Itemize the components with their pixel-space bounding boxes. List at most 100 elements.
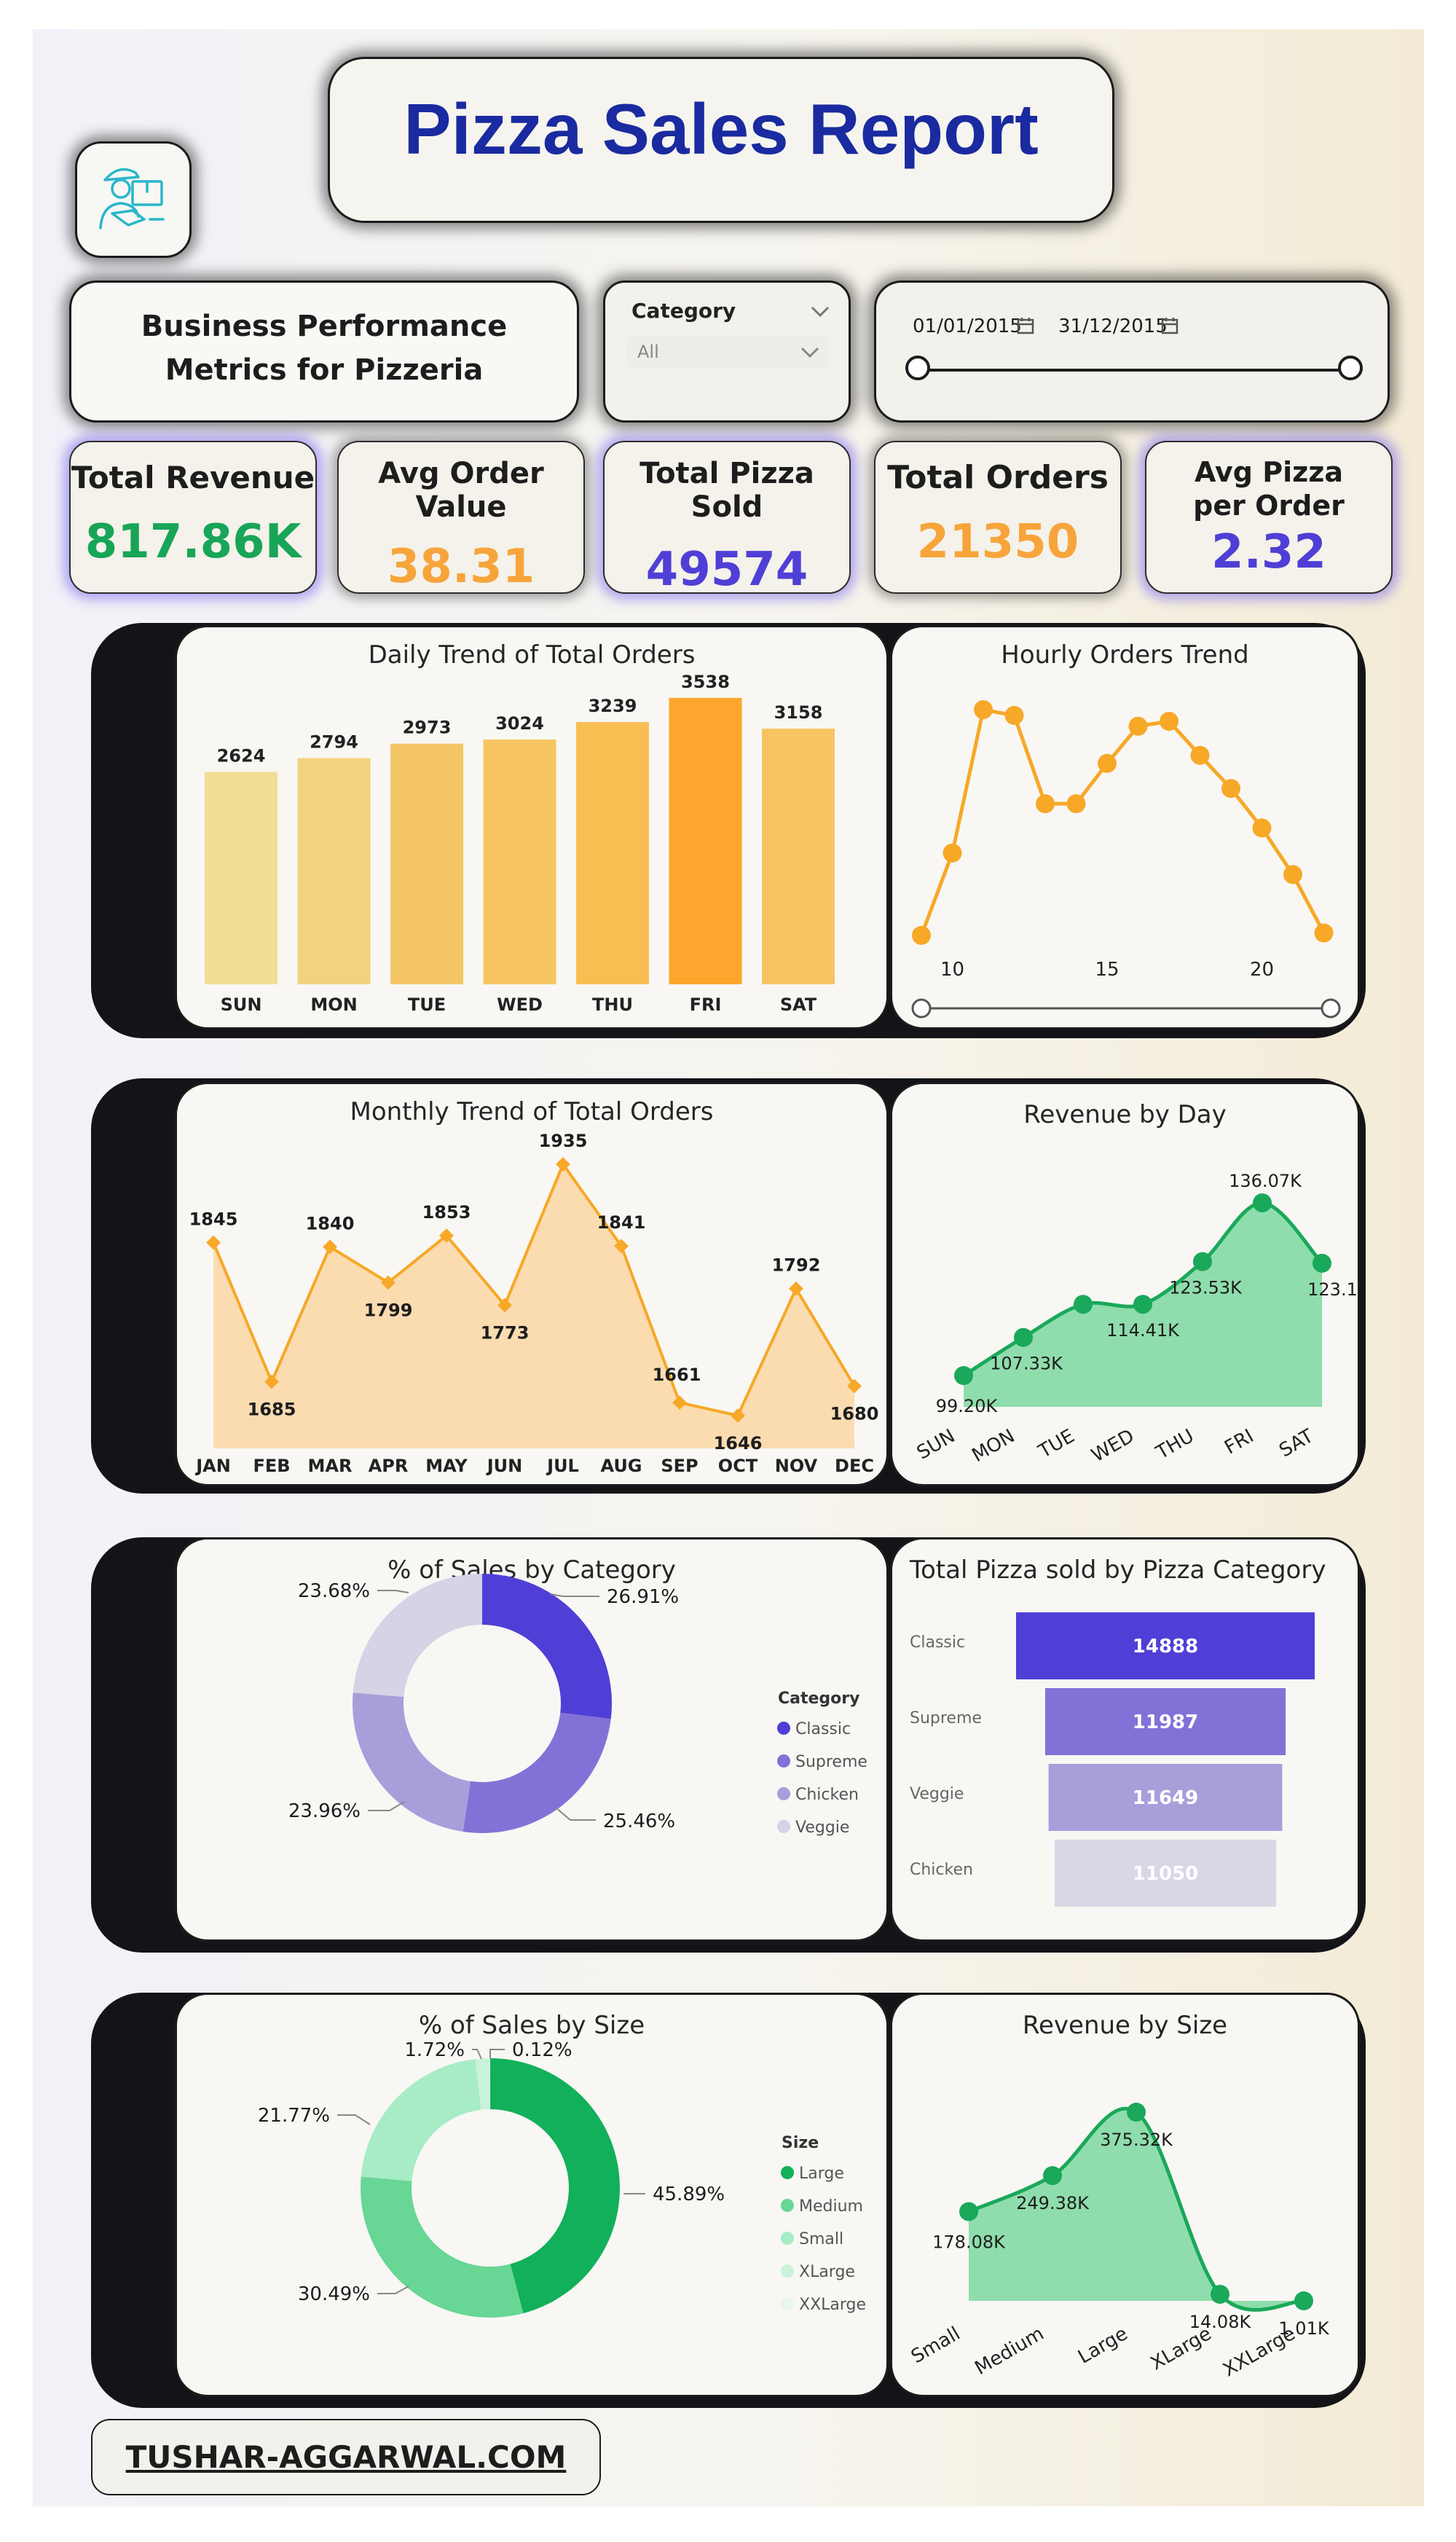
kpi-avg-order-value: Avg Order Value 38.31 <box>337 441 585 594</box>
sales-by-size-panel: % of Sales by Size 45.89% 30.49% 21.77% 1.7… <box>175 1993 889 2397</box>
chart-title: Revenue by Size <box>1022 2011 1228 2040</box>
date-range-slicer[interactable]: 01/01/2015 31/12/2015 <box>874 281 1390 423</box>
slice-classic <box>482 1574 613 1719</box>
x-tick-label: 20 <box>1250 959 1274 981</box>
chart-title: % of Sales by Category <box>387 1556 676 1585</box>
data-point <box>1294 2291 1313 2310</box>
data-point <box>912 925 931 945</box>
x-tick-label: MON <box>310 995 357 1015</box>
chart-title: Daily Trend of Total Orders <box>368 640 696 670</box>
x-tick-label: APR <box>369 1456 409 1476</box>
subtitle-card: Business Performance Metrics for Pizzeri… <box>69 281 579 423</box>
delivery-person-icon <box>99 168 165 230</box>
date-end-text[interactable]: 31/12/2015 <box>1058 315 1168 337</box>
data-point <box>974 700 993 719</box>
chart-title: Revenue by Day <box>1023 1100 1227 1129</box>
x-tick-label: TUE <box>408 995 446 1015</box>
legend-swatch <box>777 1722 790 1735</box>
kpi-total-orders: Total Orders 21350 <box>874 441 1122 594</box>
x-tick-label: SUN <box>221 995 262 1015</box>
x-tick-label: WED <box>497 995 543 1015</box>
x-tick-label: SEP <box>661 1456 698 1476</box>
legend-swatch <box>777 1754 790 1768</box>
legend-label: XLarge <box>799 2263 855 2281</box>
data-label: 1845 <box>189 1209 238 1229</box>
data-point <box>943 843 962 863</box>
kpi-label: Avg Pizza per Order <box>1193 456 1345 522</box>
data-label: 1685 <box>248 1399 296 1419</box>
data-point <box>1014 1327 1033 1347</box>
data-point <box>497 1298 512 1313</box>
date-start-text[interactable]: 01/01/2015 <box>913 315 1022 337</box>
slice-veggie <box>353 1574 482 1698</box>
data-label: 178.08K <box>932 2232 1006 2252</box>
date-slider-end-handle[interactable] <box>1338 356 1363 380</box>
revenue-by-day-panel: Revenue by Day 99.20K SUN 107.33K MON TUE 114… <box>890 1082 1360 1486</box>
category-filter[interactable]: Category All <box>603 281 851 423</box>
legend-swatch <box>781 2199 794 2212</box>
page-title: Pizza Sales Report <box>404 89 1039 169</box>
date-slider-start-handle[interactable] <box>905 356 930 380</box>
x-tick-label: JUL <box>546 1456 579 1476</box>
daily-orders-panel: Daily Trend of Total Orders 2624 SUN 2794 M… <box>175 625 889 1029</box>
hourly-orders-panel: Hourly Orders Trend 10 15 20 <box>890 625 1360 1029</box>
data-label: 1.01K <box>1278 2318 1329 2339</box>
kpi-total-pizza-sold: Total Pizza Sold 49574 <box>603 441 851 597</box>
kpi-value: 2.32 <box>1211 525 1326 579</box>
monthly-area-fill <box>213 1164 854 1448</box>
legend-swatch <box>777 1787 790 1800</box>
x-tick-label: TUE <box>1034 1425 1078 1463</box>
slice-xxlarge <box>489 2058 490 2110</box>
data-label: 23.68% <box>298 1580 370 1602</box>
kpi-value: 21350 <box>916 515 1079 569</box>
legend-label: Small <box>799 2230 843 2248</box>
data-label: 1680 <box>830 1403 879 1424</box>
data-point <box>1314 923 1334 943</box>
category-label: Chicken <box>910 1861 973 1879</box>
chart-title: % of Sales by Size <box>418 2011 645 2040</box>
calendar-icon[interactable] <box>1016 316 1035 335</box>
legend-swatch <box>777 1820 790 1833</box>
legend-label: Chicken <box>795 1786 859 1804</box>
data-label: 2973 <box>403 718 452 738</box>
leader-line <box>550 1593 599 1597</box>
category-select[interactable]: All <box>627 335 828 369</box>
data-label: 0.12% <box>512 2039 572 2061</box>
data-label: 11649 <box>1133 1787 1198 1809</box>
kpi-avg-pizza-per-order: Avg Pizza per Order 2.32 <box>1145 441 1393 594</box>
calendar-icon[interactable] <box>1160 316 1179 335</box>
legend-swatch <box>781 2264 794 2278</box>
data-label: 14888 <box>1133 1636 1198 1658</box>
legend-label: Large <box>799 2165 844 2183</box>
data-label: 375.32K <box>1100 2130 1173 2150</box>
data-point <box>1043 2166 1062 2186</box>
bar-veggie <box>1048 1764 1283 1831</box>
x-tick-label: JUN <box>486 1456 523 1476</box>
kpi-label: Avg Order Value <box>378 457 544 524</box>
data-label: 3538 <box>681 672 730 692</box>
chart-title: Total Pizza sold by Pizza Category <box>910 1556 1326 1585</box>
category-label: Veggie <box>910 1785 964 1803</box>
data-point <box>1074 1295 1093 1314</box>
data-point <box>1160 711 1178 731</box>
leader-line <box>489 2049 505 2058</box>
kpi-value: 49574 <box>645 543 808 597</box>
data-label: 2624 <box>217 745 266 766</box>
x-tick-label: AUG <box>600 1456 642 1476</box>
data-point <box>1211 2284 1229 2304</box>
legend-title: Size <box>782 2134 819 2152</box>
data-label: 3239 <box>589 696 637 716</box>
data-point <box>1036 794 1055 814</box>
data-point <box>1133 1295 1152 1314</box>
slice-xlarge <box>475 2058 490 2110</box>
slice-small <box>361 2059 481 2181</box>
data-point <box>1128 716 1148 736</box>
data-point <box>1066 794 1086 814</box>
kpi-value: 38.31 <box>387 540 535 594</box>
date-slider-track[interactable] <box>920 369 1350 372</box>
footer-link[interactable]: TUSHAR-AGGARWAL.COM <box>125 2439 567 2475</box>
x-tick-label: OCT <box>718 1456 758 1476</box>
footer-link-card[interactable]: TUSHAR-AGGARWAL.COM <box>91 2419 601 2495</box>
monthly-orders-panel: Monthly Trend of Total Orders 1845 JAN 168… <box>175 1082 889 1486</box>
data-label: 2794 <box>310 732 358 753</box>
